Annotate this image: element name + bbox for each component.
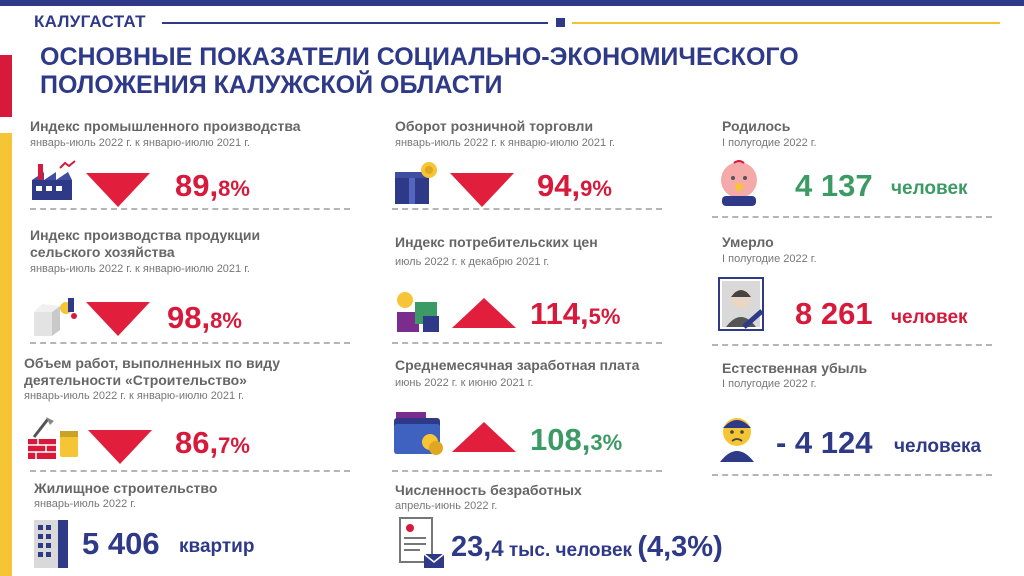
page-title: ОСНОВНЫЕ ПОКАЗАТЕЛИ СОЦИАЛЬНО-ЭКОНОМИЧЕС… [40, 43, 799, 99]
born-value: 4 137 [795, 168, 873, 203]
industry-trend-down [86, 173, 150, 207]
retail-value: 94,9% [537, 168, 612, 203]
industry-period: январь-июль 2022 г. к январю-июлю 2021 г… [30, 137, 250, 149]
sad-person-icon [720, 418, 754, 462]
divider [30, 342, 350, 344]
divider [30, 470, 350, 472]
construction-label: Объем работ, выполненных по виду деятельн… [24, 355, 281, 388]
divider [30, 208, 350, 210]
apartment-building-icon [34, 520, 68, 568]
born-period: I полугодие 2022 г. [722, 137, 817, 149]
housing-value: 5 406 [82, 526, 160, 561]
factory-icon [32, 160, 76, 200]
divider [392, 470, 662, 472]
retail-label: Оборот розничной торговли [395, 118, 594, 134]
industry-label: Индекс промышленного производства [30, 118, 301, 134]
title-line-2: ПОЛОЖЕНИЯ КАЛУЖСКОЙ ОБЛАСТИ [40, 71, 503, 99]
construction-period: январь-июль 2022 г. к январю-июлю 2021 г… [24, 390, 244, 402]
header-square [556, 18, 565, 27]
title-line-1: ОСНОВНЫЕ ПОКАЗАТЕЛИ СОЦИАЛЬНО-ЭКОНОМИЧЕС… [40, 43, 799, 71]
top-bar [0, 0, 1024, 6]
died-value: 8 261 [795, 296, 873, 331]
salary-value: 108,3% [530, 422, 623, 457]
agency-name: КАЛУГАСТАТ [34, 12, 146, 31]
died-period: I полугодие 2022 г. [722, 253, 817, 265]
divider [712, 344, 992, 346]
wallet-icon [394, 412, 443, 455]
unemployed-label: Численность безработных [395, 482, 582, 498]
retail-trend-down [450, 173, 514, 207]
side-accent-yellow [0, 133, 12, 576]
natural-decline-label: Естественная убыль [722, 360, 868, 376]
gift-box-icon [395, 162, 437, 204]
cpi-value: 114,5% [530, 296, 621, 331]
salary-trend-up [452, 422, 516, 452]
header-line-blue [162, 22, 548, 24]
died-label: Умерло [722, 234, 774, 250]
goods-icon [397, 292, 439, 332]
born-unit: человек [891, 178, 968, 199]
salary-label: Среднемесячная заработная плата [395, 357, 640, 373]
unemployed-value: 23,4 тыс. человек (4,3%) [451, 531, 723, 563]
died-unit: человек [891, 307, 968, 328]
agriculture-period: январь-июль 2022 г. к январю-июлю 2021 г… [30, 263, 250, 275]
divider [712, 216, 992, 218]
cpi-label: Индекс потребительских цен [395, 234, 598, 250]
natural-decline-value: - 4 124 [776, 425, 873, 460]
construction-trend-down [88, 430, 152, 464]
housing-unit: квартир [179, 536, 255, 557]
cpi-trend-up [452, 298, 516, 328]
unemployed-period: апрель-июнь 2022 г. [395, 500, 498, 512]
natural-decline-unit: человека [894, 436, 982, 457]
resume-icon [399, 517, 445, 568]
born-label: Родилось [722, 118, 791, 134]
brick-wall-icon [28, 417, 78, 459]
milk-carton-icon [34, 298, 77, 336]
construction-value: 86,7% [175, 425, 250, 460]
divider [392, 208, 662, 210]
housing-label: Жилищное строительство [34, 480, 218, 496]
mourning-portrait-icon [718, 277, 764, 331]
industry-value: 89,8% [175, 168, 250, 203]
natural-decline-period: I полугодие 2022 г. [722, 378, 817, 390]
salary-period: июнь 2022 г. к июню 2021 г. [395, 377, 534, 389]
side-accent-red [0, 55, 12, 117]
cpi-period: июль 2022 г. к декабрю 2021 г. [395, 256, 550, 268]
divider [712, 474, 992, 476]
housing-period: январь-июль 2022 г. [34, 498, 136, 510]
retail-period: январь-июль 2022 г. к январю-июлю 2021 г… [395, 137, 615, 149]
divider [392, 342, 662, 344]
agriculture-label: Индекс производства продукции сельского х… [30, 227, 261, 260]
header-line-yellow [572, 22, 1000, 24]
baby-icon [721, 160, 757, 206]
agriculture-value: 98,8% [167, 300, 242, 335]
agriculture-trend-down [86, 302, 150, 336]
